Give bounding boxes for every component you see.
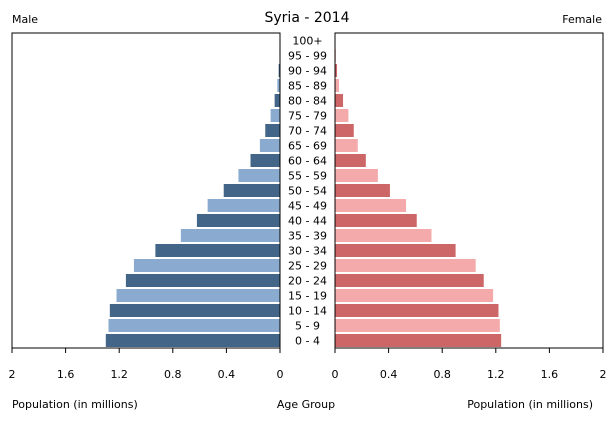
male-x-tick-label: 2 [9, 368, 16, 381]
female-bar-0-4 [335, 334, 502, 347]
male-plot-frame [11, 32, 281, 349]
male-bar-45-49 [207, 199, 280, 212]
female-x-axis: 0 0.4 0.8 1.2 1.6 2 [332, 348, 607, 381]
age-group-labels: 0 - 4 5 - 9 10 - 14 15 - 19 20 - 24 25 - 29 30… [288, 35, 327, 348]
male-bars [105, 34, 281, 347]
male-x-tick-label: 0.4 [218, 368, 236, 381]
female-x-tick-label: 0.8 [433, 368, 451, 381]
male-bar-90-94 [278, 64, 280, 77]
male-bar-35-39 [180, 229, 280, 242]
age-group-label: 70 - 74 [288, 125, 327, 138]
male-bar-60-64 [250, 154, 280, 167]
age-group-label: 15 - 19 [288, 290, 327, 303]
male-bar-30-34 [155, 244, 280, 257]
male-bar-40-44 [196, 214, 280, 227]
age-group-label: 75 - 79 [288, 110, 327, 123]
female-label: Female [562, 13, 602, 26]
female-bar-45-49 [335, 199, 407, 212]
x-axis-label-female: Population (in millions) [467, 398, 593, 411]
male-x-tick-label: 1.2 [110, 368, 128, 381]
male-bar-65-69 [259, 139, 280, 152]
age-group-label: 40 - 44 [288, 215, 327, 228]
male-bar-50-54 [223, 184, 280, 197]
male-bar-85-89 [277, 79, 280, 92]
female-bar-55-59 [335, 169, 378, 182]
male-bar-70-74 [265, 124, 280, 137]
x-axis-label-male: Population (in millions) [12, 398, 138, 411]
chart-title: Syria - 2014 [265, 10, 350, 26]
female-x-tick-label: 1.2 [487, 368, 505, 381]
male-bar-55-59 [238, 169, 280, 182]
age-group-label: 90 - 94 [288, 65, 327, 78]
female-bar-40-44 [335, 214, 417, 227]
male-bar-0-4 [105, 334, 280, 347]
female-bar-90-94 [335, 64, 338, 77]
age-group-label: 80 - 84 [288, 95, 327, 108]
male-x-axis: 0 0.4 0.8 1.2 1.6 2 [9, 348, 284, 381]
female-x-tick-label: 2 [600, 368, 607, 381]
age-group-label: 5 - 9 [295, 320, 320, 333]
male-x-tick-label: 1.6 [57, 368, 75, 381]
female-x-tick-label: 0 [332, 368, 339, 381]
female-bar-35-39 [335, 229, 432, 242]
female-bar-75-79 [335, 109, 349, 122]
male-bar-80-84 [274, 94, 280, 107]
female-bar-60-64 [335, 154, 366, 167]
age-group-label: 35 - 39 [288, 230, 327, 243]
age-group-label: 95 - 99 [288, 50, 327, 63]
female-bar-30-34 [335, 244, 456, 257]
female-bar-80-84 [335, 94, 344, 107]
age-group-label: 0 - 4 [295, 335, 320, 348]
age-group-label: 25 - 29 [288, 260, 327, 273]
male-x-tick-label: 0 [277, 368, 284, 381]
female-bar-15-19 [335, 289, 494, 302]
age-group-label: 65 - 69 [288, 140, 327, 153]
female-bar-70-74 [335, 124, 354, 137]
female-x-tick-label: 1.6 [541, 368, 559, 381]
age-group-label: 100+ [292, 35, 322, 48]
male-bar-25-29 [133, 259, 280, 272]
age-group-label: 55 - 59 [288, 170, 327, 183]
male-bar-10-14 [109, 304, 280, 317]
x-axis-label-age-group: Age Group [277, 398, 335, 411]
age-group-label: 20 - 24 [288, 275, 327, 288]
male-bar-5-9 [108, 319, 280, 332]
female-bars [335, 34, 502, 347]
age-group-label: 60 - 64 [288, 155, 327, 168]
female-bar-5-9 [335, 319, 500, 332]
male-x-tick-label: 0.8 [164, 368, 182, 381]
female-bar-65-69 [335, 139, 358, 152]
female-bar-10-14 [335, 304, 499, 317]
male-label: Male [12, 13, 38, 26]
age-group-label: 10 - 14 [288, 305, 327, 318]
age-group-label: 85 - 89 [288, 80, 327, 93]
age-group-label: 50 - 54 [288, 185, 327, 198]
age-group-label: 45 - 49 [288, 200, 327, 213]
female-bar-25-29 [335, 259, 476, 272]
female-x-tick-label: 0.4 [380, 368, 398, 381]
male-bar-75-79 [270, 109, 280, 122]
age-group-label: 30 - 34 [288, 245, 327, 258]
female-bar-20-24 [335, 274, 484, 287]
male-bar-15-19 [116, 289, 281, 302]
female-bar-85-89 [335, 79, 340, 92]
female-plot-frame [334, 32, 604, 349]
male-bar-20-24 [125, 274, 281, 287]
female-bar-50-54 [335, 184, 390, 197]
